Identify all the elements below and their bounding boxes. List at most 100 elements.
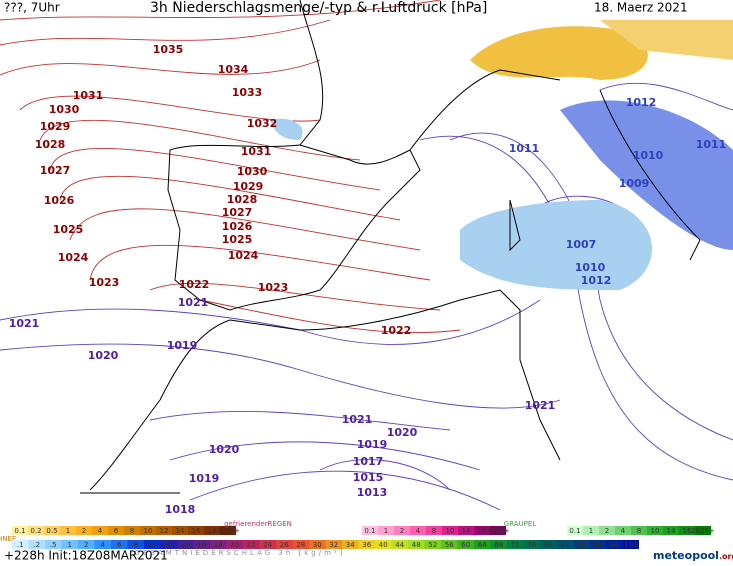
legend-swatch — [631, 526, 647, 535]
legend-swatch — [94, 540, 111, 549]
legend-label: 36 — [362, 541, 371, 549]
legend-swatch — [243, 540, 260, 549]
legend-label: 2025+ — [486, 527, 510, 535]
legend-swatch — [615, 526, 631, 535]
legend-label: 16 — [683, 527, 692, 535]
legend-swatch — [391, 540, 408, 549]
legend-label: .2 — [33, 541, 40, 549]
legend-swatch — [44, 526, 60, 535]
legend-label: 1 — [66, 527, 70, 535]
legend-swatch — [108, 526, 124, 535]
header-left: ???, 7Uhr — [4, 1, 60, 15]
legend-swatch — [144, 540, 161, 549]
legend-swatch — [292, 540, 309, 549]
legend-swatch — [442, 526, 458, 535]
legend-label: 0.2 — [30, 527, 41, 535]
legend-swatch — [458, 526, 474, 535]
legend-swatch — [78, 540, 95, 549]
legend-swatch — [507, 540, 524, 549]
isobar-label: 1030 — [49, 103, 80, 116]
legend-label: 16 — [192, 527, 201, 535]
legend-label: 48 — [412, 541, 421, 549]
isobar-label: 1023 — [258, 281, 289, 294]
legend-label: 22 — [247, 541, 256, 549]
isobar-label: 1032 — [247, 117, 278, 130]
legend-label: 8 — [637, 527, 641, 535]
isobar-label: 1031 — [73, 89, 104, 102]
legend-swatch — [28, 526, 44, 535]
legend-swatch — [474, 540, 491, 549]
isobar-label: 1028 — [227, 193, 258, 206]
legend-label: 18 — [208, 527, 217, 535]
legend-label: 8 — [130, 527, 134, 535]
legend-label: 18 — [214, 541, 223, 549]
isobar-label: 1013 — [357, 486, 388, 499]
legend-swatch — [695, 526, 711, 535]
isobar-label: 1018 — [165, 503, 196, 516]
legend-label: 16 — [197, 541, 206, 549]
legend-swatch — [441, 540, 458, 549]
legend-label: 16 — [478, 527, 487, 535]
legend-swatch — [220, 526, 236, 535]
legend-swatch — [394, 526, 410, 535]
header-title: 3h Niederschlagsmenge/-typ & r.Luftdruck… — [150, 0, 487, 16]
legend-label: 10 — [651, 527, 660, 535]
legend-swatch — [622, 540, 639, 549]
isobar-label: 1015 — [353, 471, 384, 484]
isobar-label: 1031 — [241, 145, 272, 158]
legend-label: 4 — [416, 527, 421, 535]
legend-label: 1 — [589, 527, 593, 535]
legend-label: 10 — [446, 527, 455, 535]
legend-label: 4 — [98, 527, 103, 535]
isobar-label: 1010 — [633, 149, 664, 162]
legend-label: 0.1 — [569, 527, 580, 535]
legend-swatch — [127, 540, 144, 549]
legend-label: 2 — [82, 527, 86, 535]
legend-swatch — [362, 526, 378, 535]
brand: meteopool — [653, 549, 719, 562]
isobar-label: 1033 — [232, 86, 263, 99]
legend-title: SCHNEE — [0, 535, 16, 543]
legend-label: 2025+ — [216, 527, 240, 535]
legend-label: 0.1 — [364, 527, 375, 535]
isobar-label: 1009 — [619, 177, 650, 190]
legend-swatch — [589, 540, 606, 549]
legend-swatch — [226, 540, 243, 549]
legend-swatch — [210, 540, 227, 549]
isobar-label: 1026 — [222, 220, 253, 233]
legend-swatch — [193, 540, 210, 549]
legend-label: 44 — [395, 541, 404, 549]
legend-swatch — [259, 540, 276, 549]
legend-swatch — [408, 540, 425, 549]
legend-swatch — [92, 526, 108, 535]
isobar-label: 1007 — [566, 238, 597, 251]
isobar-label: 1028 — [35, 138, 66, 151]
isobar-label: 1025 — [53, 223, 84, 236]
legend-swatch — [140, 526, 156, 535]
legend-label: 64 — [478, 541, 487, 549]
legend-label: 28 — [296, 541, 305, 549]
legend-swatch — [490, 526, 506, 535]
isobar-label: 1029 — [40, 120, 71, 133]
legend-label: 1 — [68, 541, 72, 549]
legend-label: 24 — [263, 541, 272, 549]
legend-swatch — [573, 540, 590, 549]
isobar-label: 1021 — [9, 317, 40, 330]
legend-swatch — [276, 540, 293, 549]
isobar-label: 1012 — [626, 96, 657, 109]
isobar-label: 1027 — [222, 206, 253, 219]
legend-label: 2 — [400, 527, 404, 535]
legend-swatch — [410, 526, 426, 535]
legend-label: 100 — [624, 541, 637, 549]
legend-swatch — [12, 526, 28, 535]
legend-label: 12 — [164, 541, 173, 549]
legend-label: 96 — [610, 541, 619, 549]
legend-label: 32 — [329, 541, 338, 549]
legend-label: 2 — [84, 541, 88, 549]
legend-label: 76 — [527, 541, 536, 549]
legend-label: 4 — [101, 541, 106, 549]
legend-label: 6 — [114, 527, 119, 535]
isobar-label: 1020 — [387, 426, 418, 439]
coastlines — [89, 0, 701, 491]
